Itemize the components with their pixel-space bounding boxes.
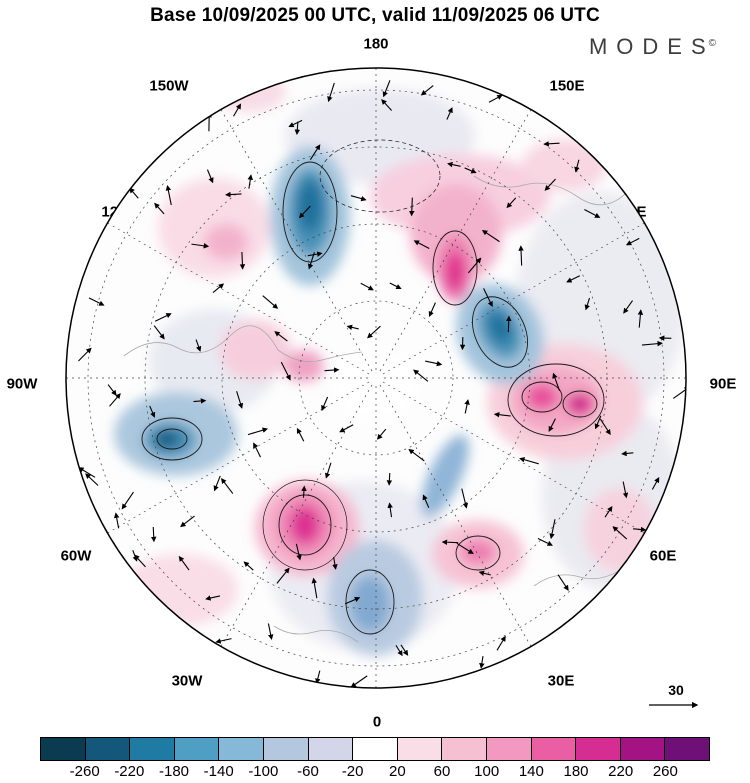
- colorbar-ticks: -260 -220 -180 -140 -100 -60 -20 20 60 100 140 180 2…: [40, 763, 710, 782]
- colorbar-cell: [486, 738, 532, 760]
- meridian-label-150e: 150E: [549, 77, 585, 95]
- brand-text: MODES: [588, 34, 715, 59]
- meridian-label-30w: 30W: [171, 672, 203, 690]
- map-title: Base 10/09/2025 00 UTC, valid 11/09/2025…: [150, 5, 600, 26]
- brand-logo: MODES©: [589, 34, 716, 60]
- colorbar-cell: [174, 738, 220, 760]
- meridian-label-180: 180: [363, 35, 389, 53]
- colorbar-tick-label: -20: [341, 763, 364, 780]
- graticule: [66, 68, 686, 688]
- wind-scale-value: 30: [668, 682, 684, 698]
- map-boundary: [65, 67, 687, 689]
- colorbar-cell: [308, 738, 354, 760]
- colorbar-cell: [531, 738, 577, 760]
- colorbar-cell: [442, 738, 487, 760]
- colorbar-tick-label: -60: [297, 763, 319, 780]
- colorbar-cell: [219, 738, 264, 760]
- meridian-label-60w: 60W: [60, 547, 92, 565]
- colorbar-tick-label: -260: [69, 763, 100, 780]
- colorbar-tick-label: 140: [518, 763, 544, 780]
- colorbar-tick-label: 180: [563, 763, 589, 780]
- polar-map: [64, 66, 688, 690]
- colorbar-tick-label: 100: [474, 763, 500, 780]
- colorbar-tick-label: -220: [114, 763, 145, 780]
- wind-arrows: [78, 80, 686, 688]
- contour-lines: [141, 139, 605, 635]
- colorbar-cell: [576, 738, 621, 760]
- meridian-label-60e: 60E: [649, 547, 677, 565]
- colorbar-cell: [353, 738, 398, 760]
- colorbar-tick-label: -100: [248, 763, 279, 780]
- meridian-label-150w: 150W: [149, 77, 189, 95]
- colorbar-cell: [130, 738, 175, 760]
- colorbar-tick-label: 260: [652, 763, 678, 780]
- meridian-label-90w: 90W: [6, 375, 38, 393]
- colorbar-cell: [397, 738, 443, 760]
- colorbar-cell: [665, 738, 709, 760]
- colorbar-tick-label: -180: [158, 763, 190, 780]
- wind-scale-arrow: [649, 701, 699, 709]
- colorbar-cell: [41, 738, 86, 760]
- polar-map-svg: [65, 67, 687, 689]
- meridian-label-30e: 30E: [547, 672, 575, 690]
- meridian-label-0: 0: [372, 713, 382, 731]
- colorbar-cell: [85, 738, 131, 760]
- colorbar-tick-label: 60: [433, 763, 451, 780]
- brand-mark: ©: [708, 37, 716, 49]
- anomaly-shading: [114, 72, 685, 656]
- colorbar-tick-label: 220: [608, 763, 634, 780]
- wind-scale: 30: [645, 682, 707, 711]
- colorbar-cell: [620, 738, 666, 760]
- meridian-label-90e: 90E: [709, 375, 737, 393]
- colorbar-tick-label: -140: [203, 763, 234, 780]
- colorbar-tick-label: 20: [388, 763, 406, 780]
- colorbar-cell: [263, 738, 309, 760]
- colorbar: [40, 737, 710, 761]
